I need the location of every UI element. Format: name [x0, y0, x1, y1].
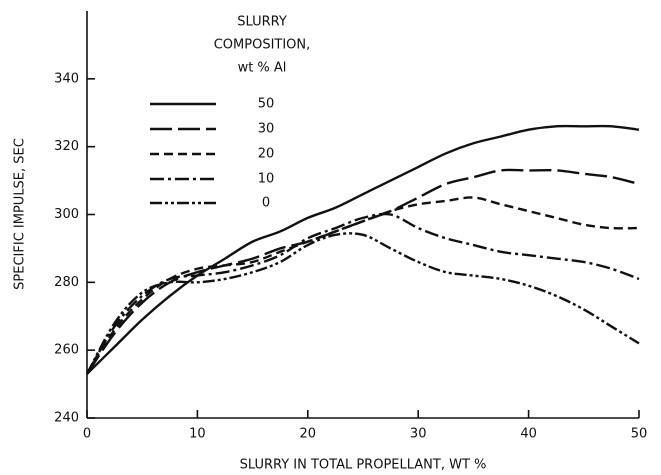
- x-tick-label: 0: [83, 427, 91, 442]
- x-tick-label: 50: [631, 427, 648, 442]
- x-tick-label: 40: [520, 427, 537, 442]
- y-tick-label: 320: [54, 139, 79, 154]
- y-tick-label: 340: [54, 71, 79, 86]
- series-line: [85, 212, 640, 375]
- y-tick-label: 240: [54, 411, 79, 426]
- legend-label: 30: [258, 122, 275, 137]
- x-axis-label: SLURRY IN TOTAL PROPELLANT, WT %: [240, 458, 487, 473]
- legend-label: 20: [258, 147, 275, 162]
- y-tick-label: 280: [54, 275, 79, 290]
- legend-label: 50: [258, 97, 275, 112]
- legend-title: wt % Al: [238, 61, 287, 76]
- series-line: [86, 168, 640, 375]
- legend-title: SLURRY: [237, 15, 287, 30]
- series-line: [85, 232, 640, 375]
- x-tick-label: 10: [189, 427, 206, 442]
- x-tick-label: 20: [300, 427, 317, 442]
- y-tick-label: 300: [54, 207, 79, 222]
- legend-label: 0: [262, 196, 270, 211]
- y-tick-label: 260: [54, 343, 79, 358]
- y-axis-label: SPECIFIC IMPULSE, SEC: [13, 138, 28, 290]
- legend-title: COMPOSITION,: [214, 38, 311, 53]
- x-tick-label: 30: [410, 427, 427, 442]
- legend-label: 10: [258, 172, 275, 187]
- series-line: [86, 124, 640, 375]
- series-line: [85, 196, 640, 375]
